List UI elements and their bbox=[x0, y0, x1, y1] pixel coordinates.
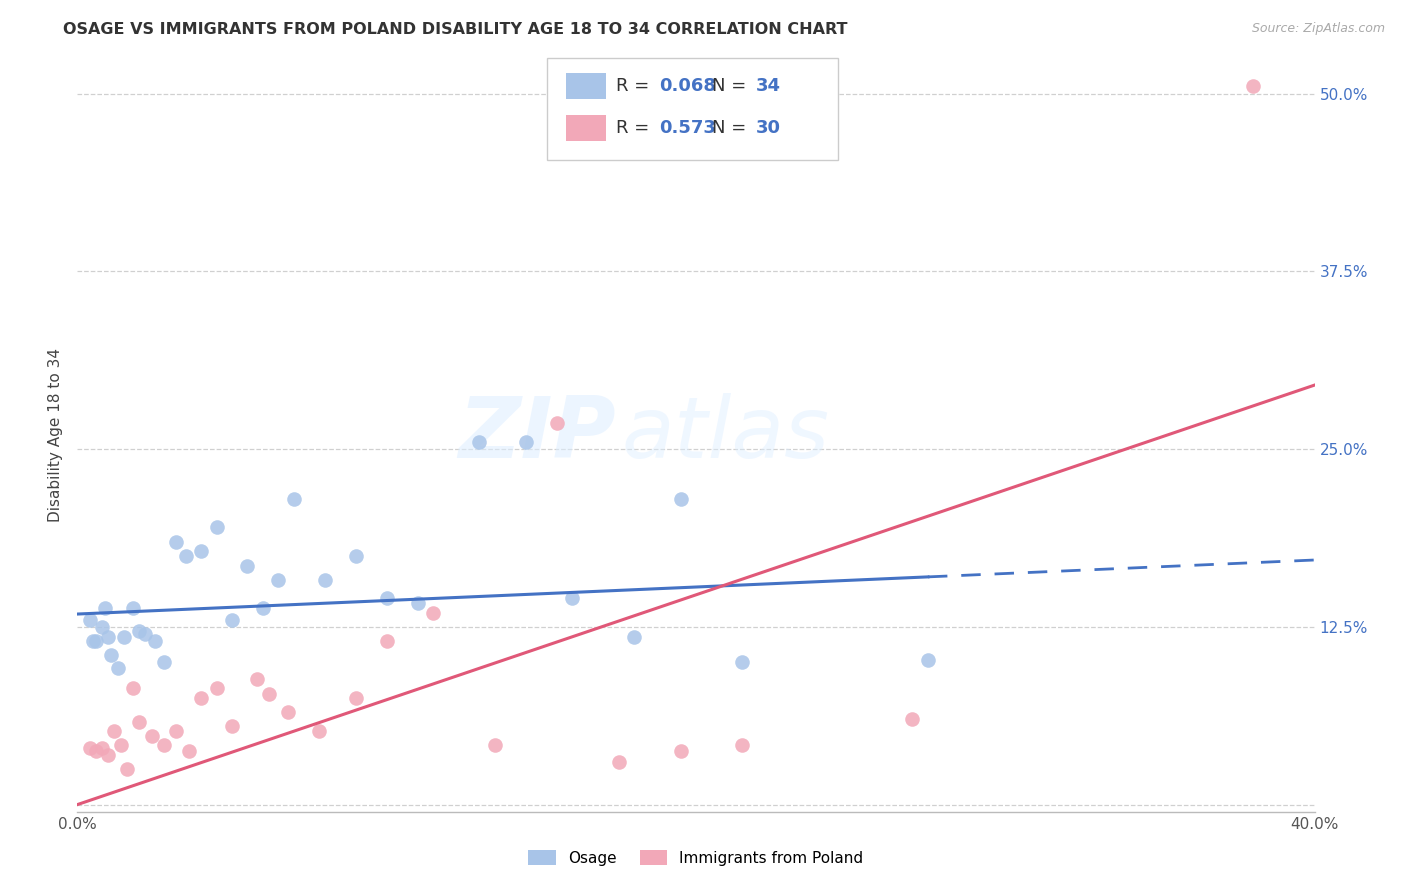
Point bbox=[236, 558, 259, 573]
Point bbox=[110, 738, 132, 752]
Point bbox=[103, 723, 125, 738]
Point bbox=[731, 738, 754, 752]
Point bbox=[561, 591, 583, 606]
Point bbox=[177, 743, 200, 757]
Text: R =: R = bbox=[616, 77, 655, 95]
Bar bbox=[567, 115, 606, 141]
Text: atlas: atlas bbox=[621, 393, 830, 476]
Point bbox=[669, 743, 692, 757]
Point bbox=[484, 738, 506, 752]
Point bbox=[153, 656, 176, 670]
Point bbox=[84, 634, 107, 648]
Point bbox=[252, 601, 274, 615]
Point bbox=[143, 634, 166, 648]
Point bbox=[221, 719, 243, 733]
Point bbox=[277, 705, 299, 719]
Point bbox=[283, 491, 305, 506]
Y-axis label: Disability Age 18 to 34: Disability Age 18 to 34 bbox=[48, 348, 63, 522]
Legend: Osage, Immigrants from Poland: Osage, Immigrants from Poland bbox=[522, 844, 870, 871]
Point bbox=[308, 723, 330, 738]
Bar bbox=[567, 72, 606, 99]
Point bbox=[607, 755, 630, 769]
Point bbox=[174, 549, 197, 563]
Point bbox=[134, 627, 156, 641]
Point bbox=[190, 690, 212, 705]
Point bbox=[79, 613, 101, 627]
Point bbox=[375, 634, 398, 648]
Point bbox=[731, 656, 754, 670]
Point bbox=[344, 549, 367, 563]
Point bbox=[165, 723, 187, 738]
Point bbox=[100, 648, 122, 663]
Point bbox=[901, 712, 924, 726]
Point bbox=[546, 417, 568, 431]
Point bbox=[917, 652, 939, 666]
Point bbox=[153, 738, 176, 752]
Point bbox=[375, 591, 398, 606]
Point bbox=[221, 613, 243, 627]
Point bbox=[122, 601, 145, 615]
Point bbox=[669, 491, 692, 506]
Text: N =: N = bbox=[711, 119, 752, 137]
Point bbox=[314, 573, 336, 587]
Point bbox=[190, 544, 212, 558]
Point bbox=[97, 630, 120, 644]
Point bbox=[91, 740, 114, 755]
Point bbox=[205, 681, 228, 695]
Point bbox=[94, 601, 117, 615]
Text: ZIP: ZIP bbox=[458, 393, 616, 476]
Point bbox=[91, 620, 114, 634]
Point bbox=[344, 690, 367, 705]
Point bbox=[205, 520, 228, 534]
Text: N =: N = bbox=[711, 77, 752, 95]
Point bbox=[122, 681, 145, 695]
Point bbox=[257, 687, 280, 701]
Point bbox=[107, 661, 129, 675]
Point bbox=[246, 673, 269, 687]
Point bbox=[82, 634, 104, 648]
Point bbox=[128, 715, 150, 730]
Text: OSAGE VS IMMIGRANTS FROM POLAND DISABILITY AGE 18 TO 34 CORRELATION CHART: OSAGE VS IMMIGRANTS FROM POLAND DISABILI… bbox=[63, 22, 848, 37]
Text: 0.573: 0.573 bbox=[659, 119, 716, 137]
Point bbox=[422, 606, 444, 620]
Point bbox=[141, 730, 163, 744]
Text: 0.068: 0.068 bbox=[659, 77, 716, 95]
Point bbox=[115, 762, 138, 776]
Text: 30: 30 bbox=[755, 119, 780, 137]
Point bbox=[165, 534, 187, 549]
FancyBboxPatch shape bbox=[547, 58, 838, 160]
Text: 34: 34 bbox=[755, 77, 780, 95]
Point bbox=[97, 747, 120, 762]
Point bbox=[84, 743, 107, 757]
Point bbox=[128, 624, 150, 639]
Point bbox=[79, 740, 101, 755]
Point bbox=[112, 630, 135, 644]
Point bbox=[623, 630, 645, 644]
Point bbox=[406, 596, 429, 610]
Point bbox=[267, 573, 290, 587]
Point bbox=[515, 434, 537, 449]
Text: Source: ZipAtlas.com: Source: ZipAtlas.com bbox=[1251, 22, 1385, 36]
Point bbox=[468, 434, 491, 449]
Text: R =: R = bbox=[616, 119, 655, 137]
Point bbox=[1241, 79, 1264, 94]
